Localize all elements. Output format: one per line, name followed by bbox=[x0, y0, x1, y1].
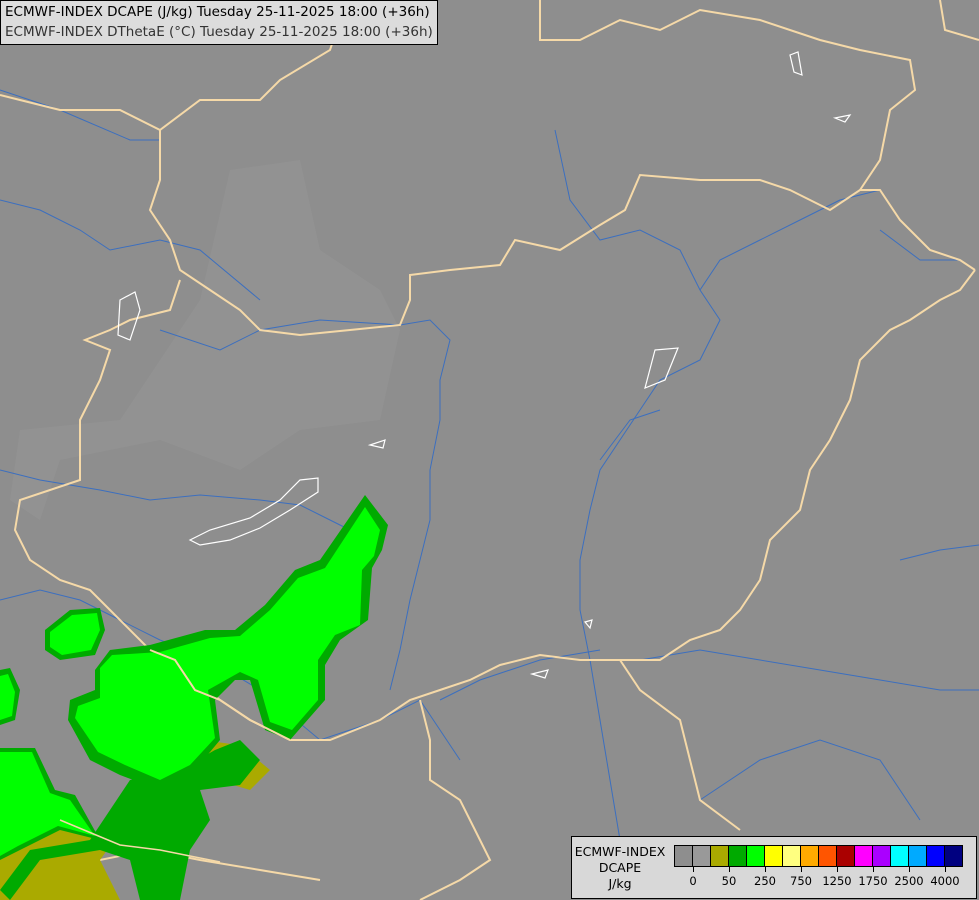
legend-swatch bbox=[873, 846, 891, 866]
legend-title: ECMWF-INDEX bbox=[574, 844, 666, 859]
legend-swatch bbox=[747, 846, 765, 866]
dcape-field bbox=[0, 495, 388, 900]
legend-tick-label: 2500 bbox=[894, 874, 924, 888]
dcape-area-darkgreen bbox=[0, 740, 260, 900]
legend-tick bbox=[693, 866, 694, 872]
legend-swatch bbox=[927, 846, 945, 866]
legend-swatch bbox=[801, 846, 819, 866]
legend-ticks: 0 50 250 750 1250 1750 2500 4000 bbox=[674, 866, 964, 896]
legend-tick bbox=[729, 866, 730, 872]
legend-tick-label: 1250 bbox=[822, 874, 852, 888]
legend-swatch bbox=[945, 846, 962, 866]
legend-tick bbox=[765, 866, 766, 872]
legend-tick-label: 1750 bbox=[858, 874, 888, 888]
lakes bbox=[117, 51, 852, 679]
legend-unit: J/kg bbox=[608, 876, 632, 891]
legend-swatch bbox=[711, 846, 729, 866]
legend-tick bbox=[837, 866, 838, 872]
legend-tick bbox=[909, 866, 910, 872]
legend-swatch bbox=[693, 846, 711, 866]
legend-swatch bbox=[765, 846, 783, 866]
legend-tick-label: 750 bbox=[790, 874, 812, 888]
legend-swatch bbox=[783, 846, 801, 866]
legend-tick bbox=[801, 866, 802, 872]
lake-balaton bbox=[188, 477, 319, 546]
legend-tick-label: 0 bbox=[689, 874, 697, 888]
legend-swatch bbox=[729, 846, 747, 866]
terrain-shading bbox=[10, 160, 400, 520]
legend-swatches bbox=[674, 845, 963, 867]
border-overlay bbox=[149, 649, 291, 741]
legend-label: ECMWF-INDEX DCAPE J/kg bbox=[574, 844, 666, 892]
legend-variable: DCAPE bbox=[598, 860, 642, 875]
legend-swatch bbox=[837, 846, 855, 866]
legend-tick-label: 50 bbox=[721, 874, 737, 888]
legend-swatch bbox=[675, 846, 693, 866]
color-legend: ECMWF-INDEX DCAPE J/kg 0 50 250 750 1250 1750… bbox=[571, 836, 977, 899]
legend-tick-label: 250 bbox=[754, 874, 776, 888]
legend-swatch bbox=[855, 846, 873, 866]
legend-swatch bbox=[909, 846, 927, 866]
border-overlay-south bbox=[59, 819, 221, 863]
legend-swatch bbox=[819, 846, 837, 866]
dcape-area-brightgreen-main bbox=[75, 507, 380, 780]
title-dcape: ECMWF-INDEX DCAPE (J/kg) Tuesday 25-11-2… bbox=[5, 4, 430, 20]
legend-tick bbox=[945, 866, 946, 872]
title-dthetae: ECMWF-INDEX DThetaE (°C) Tuesday 25-11-2… bbox=[5, 24, 433, 40]
legend-swatch bbox=[891, 846, 909, 866]
legend-tick-label: 4000 bbox=[930, 874, 960, 888]
legend-tick bbox=[873, 866, 874, 872]
map-title: ECMWF-INDEX DCAPE (J/kg) Tuesday 25-11-2… bbox=[0, 0, 438, 45]
